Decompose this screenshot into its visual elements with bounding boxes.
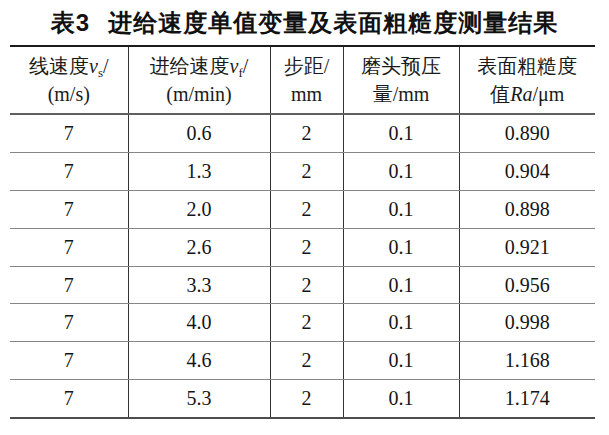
cell-step: 2 [270, 114, 343, 152]
cell-roughness: 0.890 [459, 114, 595, 152]
cell-preload: 0.1 [343, 190, 459, 228]
header-cell-step: 步距/ mm [270, 46, 343, 114]
header-row: 线速度vs/ (m/s) 进给速度vf/ (m/min) 步距/ mm 磨头预压… [10, 46, 595, 114]
header-cell-feed-speed: 进给速度vf/ (m/min) [128, 46, 270, 114]
cell-line-speed: 7 [10, 114, 128, 152]
header-unit: 量/mm [373, 83, 430, 105]
cell-step: 2 [270, 380, 343, 418]
cell-preload: 0.1 [343, 266, 459, 304]
table-row: 7 2.6 2 0.1 0.921 [10, 228, 595, 266]
cell-line-speed: 7 [10, 152, 128, 190]
header-cell-preload: 磨头预压 量/mm [343, 46, 459, 114]
table-row: 7 0.6 2 0.1 0.890 [10, 114, 595, 152]
table-row: 7 4.6 2 0.1 1.168 [10, 342, 595, 380]
cell-feed-speed: 4.6 [128, 342, 270, 380]
header-text: 磨头预压 [361, 55, 441, 77]
cell-line-speed: 7 [10, 228, 128, 266]
cell-step: 2 [270, 228, 343, 266]
table-wrapper: 线速度vs/ (m/s) 进给速度vf/ (m/min) 步距/ mm 磨头预压… [10, 45, 595, 419]
cell-feed-speed: 3.3 [128, 266, 270, 304]
cell-feed-speed: 2.0 [128, 190, 270, 228]
header-text: 进给速度 [150, 55, 230, 77]
table-title: 表3 进给速度单值变量及表面粗糙度测量结果 [0, 7, 609, 39]
measurement-table: 线速度vs/ (m/s) 进给速度vf/ (m/min) 步距/ mm 磨头预压… [10, 45, 595, 419]
cell-preload: 0.1 [343, 152, 459, 190]
header-text: 线速度 [29, 55, 89, 77]
cell-feed-speed: 5.3 [128, 380, 270, 418]
cell-roughness: 1.168 [459, 342, 595, 380]
cell-feed-speed: 2.6 [128, 228, 270, 266]
cell-line-speed: 7 [10, 304, 128, 342]
table-title-text: 进给速度单值变量及表面粗糙度测量结果 [108, 9, 558, 36]
cell-line-speed: 7 [10, 380, 128, 418]
cell-roughness: 0.898 [459, 190, 595, 228]
header-variable: v [89, 55, 98, 77]
cell-feed-speed: 0.6 [128, 114, 270, 152]
cell-line-speed: 7 [10, 266, 128, 304]
cell-step: 2 [270, 152, 343, 190]
cell-step: 2 [270, 266, 343, 304]
table-row: 7 5.3 2 0.1 1.174 [10, 380, 595, 418]
cell-step: 2 [270, 190, 343, 228]
paper-page: 表3 进给速度单值变量及表面粗糙度测量结果 线速度vs/ (m/s) 进给速度vf… [0, 0, 609, 435]
header-slash: / [103, 55, 109, 77]
cell-roughness: 0.921 [459, 228, 595, 266]
cell-line-speed: 7 [10, 190, 128, 228]
cell-preload: 0.1 [343, 304, 459, 342]
header-unit-prefix: 值 [490, 83, 510, 105]
table-title-label: 表3 [51, 9, 90, 36]
table-row: 7 3.3 2 0.1 0.956 [10, 266, 595, 304]
header-text: 步距/ [284, 55, 330, 77]
cell-line-speed: 7 [10, 342, 128, 380]
table-row: 7 1.3 2 0.1 0.904 [10, 152, 595, 190]
header-variable: Ra [510, 83, 532, 105]
header-unit: /μm [532, 83, 564, 105]
cell-roughness: 0.998 [459, 304, 595, 342]
header-unit: (m/s) [48, 83, 90, 105]
header-cell-roughness: 表面粗糙度 值Ra/μm [459, 46, 595, 114]
cell-step: 2 [270, 342, 343, 380]
table-row: 7 2.0 2 0.1 0.898 [10, 190, 595, 228]
header-unit: mm [291, 83, 322, 105]
header-text: 表面粗糙度 [477, 55, 577, 77]
cell-preload: 0.1 [343, 342, 459, 380]
cell-feed-speed: 1.3 [128, 152, 270, 190]
cell-feed-speed: 4.0 [128, 304, 270, 342]
cell-preload: 0.1 [343, 380, 459, 418]
cell-step: 2 [270, 304, 343, 342]
header-cell-line-speed: 线速度vs/ (m/s) [10, 46, 128, 114]
cell-roughness: 0.956 [459, 266, 595, 304]
cell-preload: 0.1 [343, 228, 459, 266]
header-slash: / [243, 55, 249, 77]
cell-roughness: 0.904 [459, 152, 595, 190]
cell-roughness: 1.174 [459, 380, 595, 418]
header-unit: (m/min) [166, 83, 232, 105]
table-row: 7 4.0 2 0.1 0.998 [10, 304, 595, 342]
cell-preload: 0.1 [343, 114, 459, 152]
